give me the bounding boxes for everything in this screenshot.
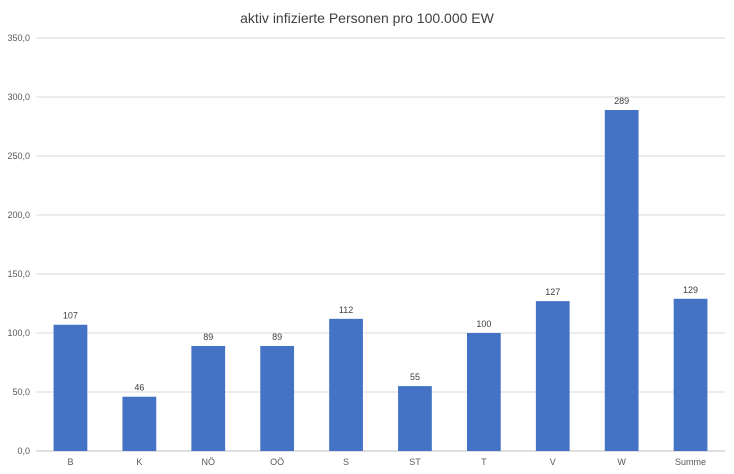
data-label: 112 (339, 305, 353, 315)
bar-K (122, 396, 157, 451)
data-label: 46 (134, 383, 144, 393)
bar-OÖ (260, 345, 295, 451)
x-tick-label: K (136, 457, 142, 467)
data-label: 289 (614, 96, 629, 106)
data-label: 89 (272, 332, 282, 342)
bar-S (329, 318, 363, 451)
bar-W (604, 109, 639, 451)
x-tick-label: Summe (675, 457, 706, 467)
bar-Summe (673, 298, 708, 451)
y-tick-label: 200,0 (7, 210, 30, 220)
x-tick-label: S (343, 457, 349, 467)
x-tick-label: NÖ (202, 457, 216, 467)
y-tick-label: 0,0 (17, 446, 30, 456)
x-tick-label: V (550, 457, 556, 467)
data-label: 129 (683, 285, 698, 295)
y-tick-label: 250,0 (7, 151, 30, 161)
data-label: 89 (203, 332, 213, 342)
x-tick-label: W (617, 457, 626, 467)
bar-B (53, 324, 88, 451)
y-tick-label: 50,0 (12, 387, 30, 397)
bar-ST (398, 386, 432, 451)
x-tick-label: T (481, 457, 487, 467)
bar-T (466, 333, 501, 451)
y-tick-label: 100,0 (7, 328, 30, 338)
chart-title: aktiv infizierte Personen pro 100.000 EW (240, 10, 494, 26)
y-tick-label: 150,0 (7, 269, 30, 279)
x-tick-label: OÖ (270, 457, 284, 467)
data-label: 55 (410, 372, 420, 382)
bar-NÖ (191, 345, 226, 451)
x-tick-label: ST (409, 457, 421, 467)
data-label: 107 (63, 311, 78, 321)
x-tick-label: B (67, 457, 73, 467)
data-label: 100 (476, 319, 491, 329)
bar-V (535, 301, 570, 451)
data-label: 127 (545, 287, 560, 297)
y-tick-label: 350,0 (7, 33, 30, 43)
y-tick-label: 300,0 (7, 92, 30, 102)
